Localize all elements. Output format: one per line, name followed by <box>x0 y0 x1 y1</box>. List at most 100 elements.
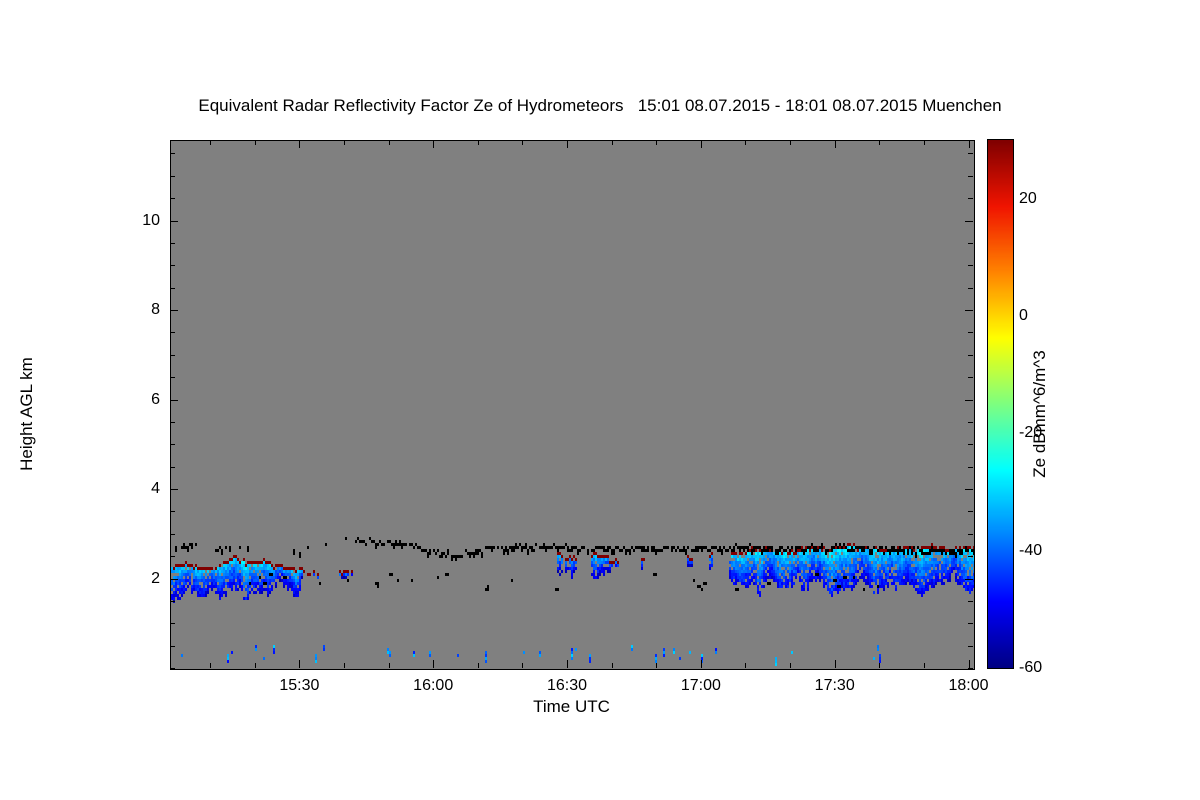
y-tick-right <box>968 265 973 267</box>
y-tick-label: 8 <box>151 301 160 319</box>
colorbar-tick-label: -40 <box>1019 541 1043 559</box>
x-tick <box>923 663 925 668</box>
x-tick <box>745 663 747 668</box>
y-tick-right <box>968 600 973 602</box>
y-tick-right <box>965 220 973 222</box>
y-tick <box>170 399 178 401</box>
y-tick-right <box>968 153 973 155</box>
x-tick-top <box>567 140 569 148</box>
y-tick <box>170 153 175 155</box>
x-tick <box>879 663 881 668</box>
y-tick-label: 4 <box>151 480 160 498</box>
plot-area <box>170 140 975 670</box>
x-tick <box>522 663 524 668</box>
x-tick-top <box>834 140 836 148</box>
x-tick-label: 15:30 <box>279 677 320 694</box>
x-tick <box>433 660 435 668</box>
y-tick-right <box>965 578 973 580</box>
x-tick-top <box>656 140 658 145</box>
colorbar-tick-label: -20 <box>1019 424 1043 442</box>
y-tick <box>170 668 175 669</box>
colorbar-tick-label: 20 <box>1019 189 1037 207</box>
y-tick <box>170 198 175 200</box>
x-tick-label: 16:00 <box>413 677 454 694</box>
y-tick <box>170 466 175 468</box>
y-tick-right <box>968 645 973 647</box>
colorbar-label: Ze dBmm^6/m^3 <box>1030 350 1049 478</box>
x-tick-top <box>700 140 702 148</box>
y-tick <box>170 600 175 602</box>
y-tick-right <box>968 511 973 513</box>
y-tick <box>170 444 175 446</box>
colorbar-gradient <box>988 140 1013 668</box>
y-tick <box>170 310 178 312</box>
y-tick <box>170 220 178 222</box>
x-tick <box>477 663 479 668</box>
y-tick-right <box>968 198 973 200</box>
y-tick-label: 2 <box>151 569 160 587</box>
y-tick <box>170 332 175 334</box>
y-tick-right <box>965 399 973 401</box>
x-tick-top <box>343 140 345 145</box>
y-tick-label: 10 <box>142 211 160 229</box>
x-tick-top <box>254 140 256 145</box>
y-tick-right <box>968 623 973 625</box>
x-tick <box>790 663 792 668</box>
x-tick <box>299 660 301 668</box>
y-tick-right <box>965 310 973 312</box>
y-tick-right <box>968 332 973 334</box>
y-tick-right <box>968 668 973 669</box>
x-axis-label: Time UTC <box>533 697 610 716</box>
y-axis-label: Height AGL km <box>17 357 36 471</box>
y-tick <box>170 623 175 625</box>
y-tick <box>170 578 178 580</box>
y-tick-right <box>968 242 973 244</box>
y-tick-right <box>965 489 973 491</box>
y-tick <box>170 511 175 513</box>
y-tick <box>170 421 175 423</box>
x-tick <box>656 663 658 668</box>
colorbar <box>987 139 1014 669</box>
x-tick-top <box>790 140 792 145</box>
colorbar-tick <box>1008 668 1013 669</box>
x-tick-top <box>611 140 613 145</box>
y-tick-right <box>968 354 973 356</box>
reflectivity-heatmap-canvas <box>171 141 974 669</box>
y-tick <box>170 645 175 647</box>
x-tick-top <box>879 140 881 145</box>
x-tick-top <box>968 140 970 148</box>
y-tick <box>170 175 175 177</box>
x-tick-label: 18:00 <box>948 677 989 694</box>
x-tick <box>210 663 212 668</box>
x-tick-label: 17:30 <box>814 677 855 694</box>
page-title: Equivalent Radar Reflectivity Factor Ze … <box>198 96 1002 115</box>
y-tick-right <box>968 444 973 446</box>
y-tick <box>170 377 175 379</box>
x-tick <box>388 663 390 668</box>
x-tick-label: 17:00 <box>680 677 721 694</box>
y-tick-right <box>968 175 973 177</box>
x-tick <box>567 660 569 668</box>
y-tick-right <box>968 287 973 289</box>
x-tick <box>611 663 613 668</box>
x-tick-top <box>210 140 212 145</box>
x-tick-top <box>522 140 524 145</box>
x-tick-top <box>388 140 390 145</box>
y-tick <box>170 489 178 491</box>
x-tick-top <box>477 140 479 145</box>
y-tick <box>170 242 175 244</box>
x-tick <box>254 663 256 668</box>
y-tick <box>170 556 175 558</box>
x-tick <box>343 663 345 668</box>
y-tick-label: 6 <box>151 390 160 408</box>
x-tick-top <box>923 140 925 145</box>
y-tick <box>170 354 175 356</box>
x-tick <box>968 660 970 668</box>
colorbar-tick-label: 0 <box>1019 307 1028 324</box>
x-tick <box>834 660 836 668</box>
x-tick-top <box>299 140 301 148</box>
x-tick-top <box>745 140 747 145</box>
y-tick-right <box>968 466 973 468</box>
x-tick <box>700 660 702 668</box>
